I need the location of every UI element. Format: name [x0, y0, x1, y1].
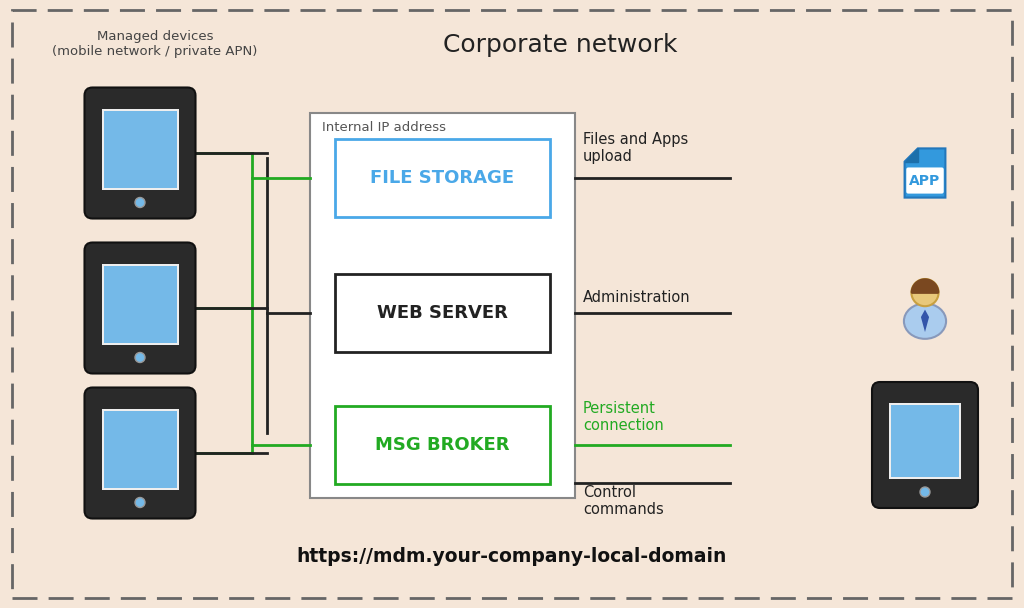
Polygon shape: [921, 309, 929, 332]
Text: Control
commands: Control commands: [583, 485, 664, 517]
Text: MSG BROKER: MSG BROKER: [375, 436, 510, 454]
Polygon shape: [911, 279, 939, 292]
Circle shape: [135, 353, 145, 362]
Bar: [103, 111, 176, 187]
Circle shape: [135, 497, 145, 508]
Text: APP: APP: [909, 173, 941, 187]
Bar: [101, 409, 178, 489]
Bar: [101, 263, 178, 345]
Bar: [103, 266, 176, 342]
Bar: [310, 113, 575, 498]
Ellipse shape: [904, 303, 946, 339]
Text: Corporate network: Corporate network: [442, 33, 677, 57]
Text: Internal IP address: Internal IP address: [322, 121, 446, 134]
Text: Files and Apps
upload: Files and Apps upload: [583, 131, 688, 164]
Text: WEB SERVER: WEB SERVER: [377, 304, 508, 322]
FancyBboxPatch shape: [872, 382, 978, 508]
Bar: [335, 139, 550, 217]
FancyBboxPatch shape: [906, 167, 944, 193]
Bar: [101, 108, 178, 190]
Text: https://mdm.your-company-local-domain: https://mdm.your-company-local-domain: [297, 547, 727, 565]
Circle shape: [911, 279, 939, 306]
Circle shape: [135, 198, 145, 207]
Polygon shape: [904, 148, 945, 198]
FancyBboxPatch shape: [85, 88, 196, 218]
Circle shape: [920, 487, 930, 497]
Text: FILE STORAGE: FILE STORAGE: [371, 169, 515, 187]
FancyBboxPatch shape: [85, 387, 196, 519]
Bar: [335, 274, 550, 352]
Bar: [335, 406, 550, 484]
Text: Administration: Administration: [583, 290, 690, 305]
Polygon shape: [904, 148, 918, 162]
FancyBboxPatch shape: [85, 243, 196, 373]
Bar: [889, 403, 961, 479]
Bar: [891, 405, 959, 477]
Text: Persistent
connection: Persistent connection: [583, 401, 664, 433]
Bar: [103, 410, 176, 488]
Text: Managed devices
(mobile network / private APN): Managed devices (mobile network / privat…: [52, 30, 258, 58]
